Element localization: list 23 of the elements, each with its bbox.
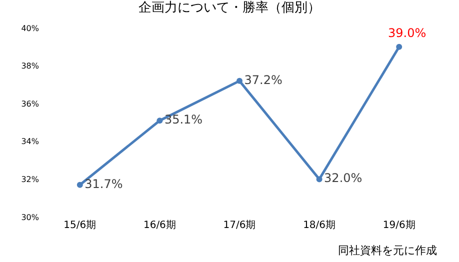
y-tick-label: 30% [21, 212, 40, 222]
x-tick-label: 19/6期 [382, 219, 416, 231]
x-tick-label: 18/6期 [303, 219, 336, 231]
point [76, 182, 83, 188]
data-label: 37.2% [244, 72, 282, 87]
x-tick-label: 15/6期 [64, 219, 96, 231]
y-tick-label: 40% [21, 24, 40, 33]
point [236, 78, 242, 84]
chart-title: 企画力について・勝率（個別） [138, 0, 320, 16]
point [396, 44, 402, 50]
text: 同社資料を元に作成 [338, 244, 437, 257]
y-tick-label: 32% [21, 175, 40, 184]
data-label: 31.7% [84, 176, 123, 191]
x-tick-label: 16/6期 [143, 219, 176, 231]
x-tick-label: 17/6期 [223, 219, 256, 231]
y-tick-label: 36% [21, 99, 40, 108]
annotation: 39.0% [388, 26, 426, 40]
data-label: 35.1% [164, 112, 203, 127]
point [316, 176, 322, 182]
point [156, 118, 163, 124]
data-label: 32.0% [324, 171, 362, 186]
y-tick-label: 38% [21, 62, 40, 71]
y-tick-label: 34% [21, 137, 40, 146]
